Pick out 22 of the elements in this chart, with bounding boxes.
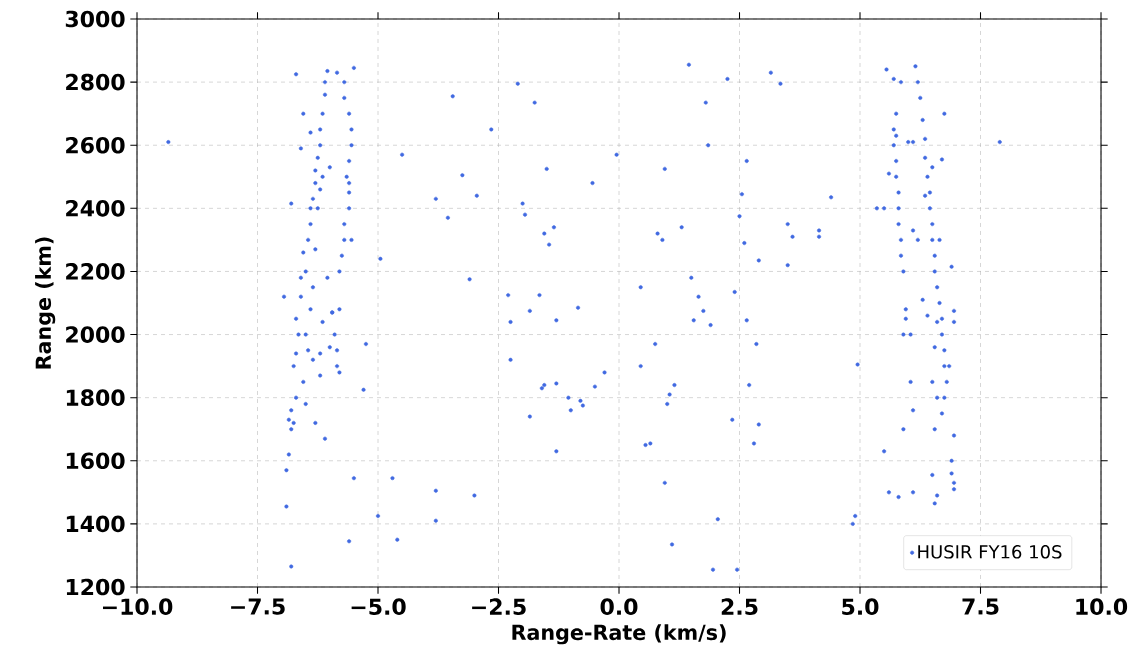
y-tick-label: 2800 (66, 73, 125, 91)
x-tick-label: −5.0 (351, 598, 406, 616)
x-tick-label: −2.5 (472, 598, 526, 616)
x-tick-label: 2.5 (721, 598, 758, 616)
x-tick-label: −10.0 (102, 598, 173, 616)
y-tick-label: 3000 (65, 10, 125, 28)
x-tick-label: 10.0 (1076, 598, 1128, 616)
x-axis-title: Range-Rate (km/s) (512, 624, 726, 645)
y-tick-label: 1200 (66, 578, 125, 596)
y-tick-label: 1600 (66, 452, 125, 470)
y-tick-label: 1400 (66, 515, 125, 533)
x-tick-label: −7.5 (231, 598, 285, 615)
y-axis-title: Range (km) (35, 237, 56, 369)
y-tick-label: 2400 (66, 200, 125, 217)
y-tick-label: 1800 (66, 389, 125, 406)
x-tick-label: 7.5 (962, 598, 999, 615)
y-tick-label: 2200 (66, 263, 125, 280)
y-tick-label: 2000 (66, 326, 125, 343)
y-tick-label: 2600 (66, 136, 125, 154)
legend-label: HUSIR FY16 10S (918, 545, 1062, 559)
x-tick-label: 0.0 (600, 598, 638, 616)
x-tick-label: 5.0 (842, 598, 879, 616)
